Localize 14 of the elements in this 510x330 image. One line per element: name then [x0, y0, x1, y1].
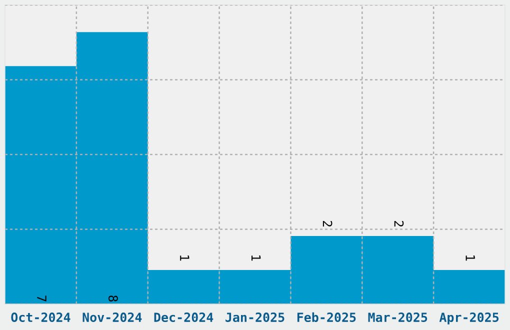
data-label: 1 [180, 256, 190, 261]
x-tick-label: Feb-2025 [297, 312, 356, 322]
data-label: 2 [394, 220, 404, 226]
x-tick-label: Nov-2024 [82, 312, 142, 322]
data-label: 1 [252, 256, 261, 261]
x-tick-label: Dec-2024 [154, 312, 214, 322]
x-tick-label: Mar-2025 [368, 312, 428, 322]
x-tick-label: Oct-2024 [11, 312, 70, 322]
data-label: 8 [108, 296, 118, 302]
data-label: 2 [322, 220, 332, 226]
data-label: 1 [466, 256, 475, 261]
x-tick-label: Apr-2025 [439, 312, 499, 324]
x-tick-label: Jan-2025 [226, 312, 284, 322]
data-label: 7 [37, 296, 46, 302]
